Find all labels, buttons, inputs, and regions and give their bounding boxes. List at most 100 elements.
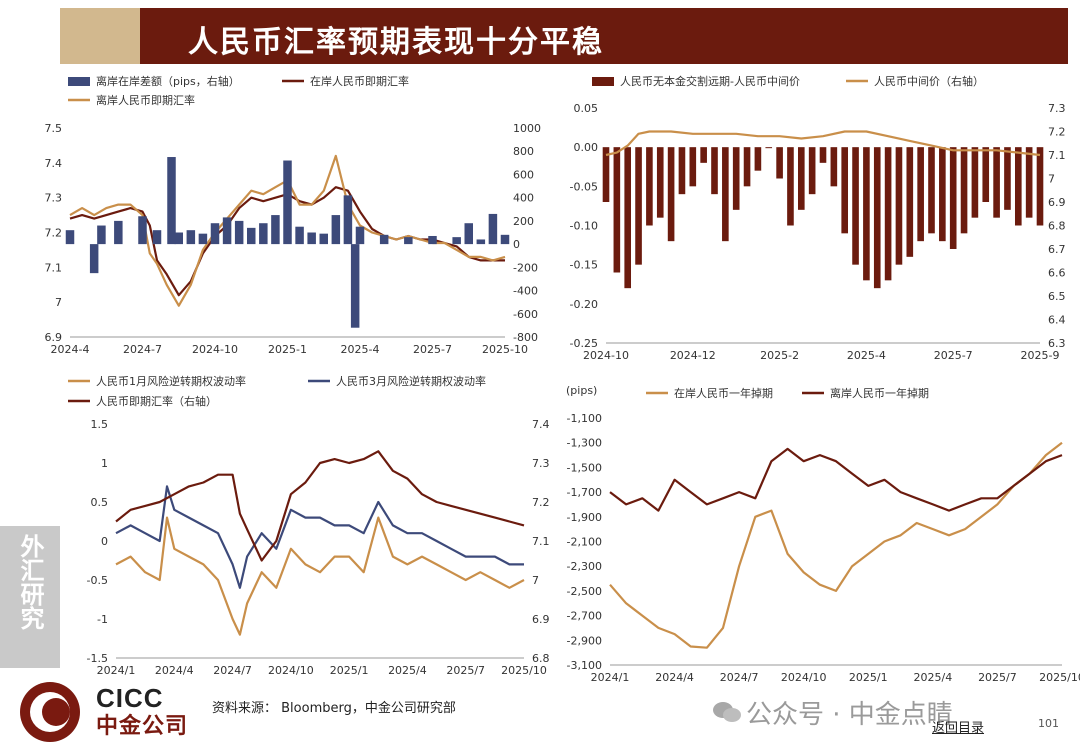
x-tick-label: 2024-7 bbox=[123, 343, 162, 356]
x-tick-label: 2024/1 bbox=[97, 664, 136, 677]
page-title: 人民币汇率预期表现十分平稳 bbox=[188, 25, 604, 60]
y-left-tick-label: 7.5 bbox=[45, 122, 63, 135]
y-left-tick-label: -1.5 bbox=[87, 652, 108, 665]
y-left-tick-label: 0.00 bbox=[574, 141, 599, 154]
bar-mark bbox=[152, 230, 162, 245]
wechat-icon bbox=[713, 702, 741, 722]
y-left-tick-label: -0.20 bbox=[570, 298, 598, 311]
bar-mark bbox=[97, 225, 106, 245]
bar-mark bbox=[476, 239, 486, 245]
legend-label: 在岸人民币一年掉期 bbox=[674, 386, 773, 400]
bar-mark bbox=[787, 147, 794, 226]
bar-mark bbox=[198, 233, 208, 245]
y-left-tick-label: -1,500 bbox=[567, 461, 602, 474]
x-tick-label: 2025/1 bbox=[849, 671, 888, 684]
bar-mark bbox=[982, 147, 990, 202]
bar-mark bbox=[928, 147, 935, 234]
bar-mark bbox=[404, 237, 413, 245]
y-right-tick-label: 600 bbox=[513, 168, 534, 181]
chart-risk-reversal: 1.5 1 0.5 0 -0.5 -1 -1.5 7.4 7.3 7.2 7.1 7 6.9 6.8 202… bbox=[0, 370, 550, 680]
y-left-tick-label: 6.9 bbox=[45, 331, 63, 344]
x-tick-label: 2024/10 bbox=[781, 671, 827, 684]
bar-mark bbox=[210, 223, 220, 245]
bar-mark bbox=[873, 147, 881, 289]
legend-label: 人民币1月风险逆转期权波动率 bbox=[96, 374, 246, 388]
y-right-tick-label: 7.2 bbox=[532, 496, 550, 509]
legend-label: 在岸人民币即期汇率 bbox=[310, 74, 409, 88]
y-left-tick-label: 7.3 bbox=[45, 192, 63, 205]
y-right-tick-label: -200 bbox=[513, 261, 538, 274]
bar-mark bbox=[700, 147, 707, 163]
y-left-tick-label: -2,300 bbox=[567, 560, 602, 573]
legend-label: 人民币无本金交割远期-人民币中间价 bbox=[620, 74, 800, 88]
x-tick-label: 2025/4 bbox=[388, 664, 427, 677]
y-right-tick-label: 6.8 bbox=[532, 652, 550, 665]
y-right-tick-label: -600 bbox=[513, 308, 538, 321]
watermark-text: 公众号 · 中金点睛 bbox=[746, 700, 953, 730]
series-line bbox=[115, 450, 525, 562]
y-left-tick-label: -1,300 bbox=[567, 437, 602, 450]
x-tick-label: 2024-10 bbox=[192, 343, 238, 356]
y-right-tick-label: 7.3 bbox=[532, 457, 550, 470]
bar-mark bbox=[114, 220, 123, 245]
y-left-tick-label: -0.05 bbox=[570, 180, 598, 193]
bar-mark bbox=[295, 226, 304, 245]
legend-label: 人民币即期汇率（右轴） bbox=[96, 394, 217, 408]
x-tick-label: 2025/7 bbox=[446, 664, 485, 677]
legend-label: 人民币3月风险逆转期权波动率 bbox=[336, 374, 486, 388]
bar-mark bbox=[355, 226, 365, 245]
x-tick-label: 2025/7 bbox=[978, 671, 1017, 684]
bar-mark bbox=[841, 147, 849, 234]
bar-mark bbox=[819, 147, 827, 163]
bar-mark bbox=[646, 147, 653, 226]
side-section-label: 外汇研究 bbox=[16, 534, 44, 630]
bar-mark bbox=[678, 147, 686, 195]
x-tick-label: 2025/10 bbox=[1039, 671, 1080, 684]
bar-mark bbox=[971, 147, 979, 218]
bar-mark bbox=[1014, 147, 1022, 226]
x-tick-label: 2024/7 bbox=[720, 671, 759, 684]
bar-mark bbox=[319, 233, 328, 245]
bar-mark bbox=[743, 147, 751, 187]
y-right-tick-label: 6.9 bbox=[532, 613, 550, 626]
y-left-tick-label: -3,100 bbox=[567, 659, 602, 672]
bar-mark bbox=[307, 232, 316, 245]
bar-mark bbox=[488, 213, 498, 245]
bar-mark bbox=[65, 230, 75, 245]
y-left-tick-label: 7 bbox=[55, 296, 62, 309]
bar-mark bbox=[732, 147, 740, 210]
bar-mark bbox=[500, 234, 510, 245]
back-to-contents-link[interactable]: 返回目录 bbox=[932, 721, 985, 736]
bar-mark bbox=[656, 147, 664, 218]
y-left-tick-label: -2,700 bbox=[567, 610, 602, 623]
y-left-tick-label: 0 bbox=[101, 535, 108, 548]
bar-mark bbox=[689, 147, 697, 187]
y-right-tick-label: 7 bbox=[1048, 173, 1055, 186]
y-right-tick-label: 800 bbox=[513, 145, 534, 158]
bar-mark bbox=[379, 234, 389, 245]
x-tick-label: 2025/1 bbox=[330, 664, 369, 677]
y-left-tick-label: -2,900 bbox=[567, 634, 602, 647]
bar-mark bbox=[830, 147, 838, 187]
bar-mark bbox=[452, 237, 461, 245]
y-right-tick-label: 6.9 bbox=[1048, 196, 1066, 209]
y-left-tick-label: -1 bbox=[97, 613, 108, 626]
page-number: 101 bbox=[1038, 717, 1059, 730]
y-right-tick-label: 7.3 bbox=[1048, 102, 1066, 115]
y-left-tick-label: -0.15 bbox=[570, 259, 598, 272]
chart-offshore-onshore-spot: 7.5 7.4 7.3 7.2 7.1 7 6.9 1000 800 600 400 200 0 -200… bbox=[0, 70, 542, 370]
y-left-tick-label: -2,100 bbox=[567, 536, 602, 549]
y-left-tick-label: 1.5 bbox=[91, 418, 109, 431]
x-tick-label: 2025-9 bbox=[1021, 349, 1060, 362]
bar-mark bbox=[754, 147, 762, 171]
y-right-tick-label: -800 bbox=[513, 331, 538, 344]
bar-mark bbox=[852, 147, 859, 265]
y-left-tick-label: -1,700 bbox=[567, 486, 602, 499]
bar-mark bbox=[993, 147, 1000, 218]
y-right-tick-label: -400 bbox=[513, 285, 538, 298]
x-tick-label: 2025-1 bbox=[268, 343, 307, 356]
bar-mark bbox=[138, 216, 147, 245]
y-right-tick-label: 6.3 bbox=[1048, 337, 1066, 350]
chart-ndf-vs-fixing: 0.05 0.00 -0.05 -0.10 -0.15 -0.20 -0.25 7.3 7.2 7… bbox=[540, 70, 1080, 370]
side-section-tab bbox=[0, 526, 60, 668]
